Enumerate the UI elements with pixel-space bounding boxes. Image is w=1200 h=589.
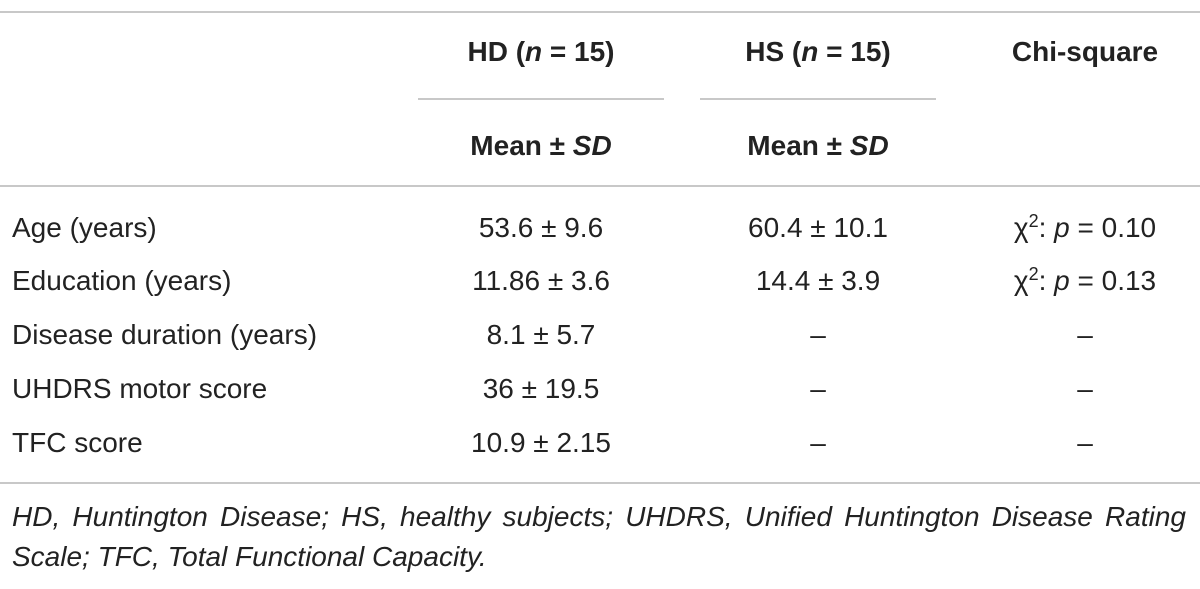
text-part: :	[1038, 265, 1055, 296]
column-header: HS (n = 15)	[700, 35, 936, 69]
text-part: SD	[849, 130, 889, 161]
hs-value: –	[810, 373, 826, 404]
chi-value: χ2: p = 0.10	[978, 211, 1192, 245]
chi-value: –	[1077, 373, 1093, 404]
text-part: = 0.13	[1069, 265, 1157, 296]
row-label: Disease duration (years)	[12, 319, 318, 350]
text-part: Mean ±	[470, 130, 573, 161]
group-rule	[418, 98, 664, 100]
text-part: = 0.10	[1069, 212, 1157, 243]
hs-value: 14.4 ± 3.9	[755, 265, 881, 296]
text-part: HS (	[745, 36, 802, 67]
text-part: :	[1038, 212, 1055, 243]
text-part: 2	[1028, 264, 1039, 284]
text-part: χ	[1013, 265, 1029, 296]
chi-value: χ2: p = 0.13	[978, 264, 1192, 298]
text-part: Chi-square	[1011, 36, 1159, 67]
text-part: n	[525, 36, 543, 67]
text-part: Mean ±	[747, 130, 850, 161]
column-subheader: Mean ± SD	[418, 129, 664, 163]
footnote: HD, Huntington Disease; HS, healthy subj…	[12, 501, 1186, 572]
text-part: χ	[1013, 212, 1029, 243]
row-label: Age (years)	[12, 212, 157, 243]
text-part: 2	[1028, 211, 1039, 231]
top-rule	[0, 11, 1200, 13]
hd-value: 36 ± 19.5	[482, 373, 600, 404]
text-part: = 15)	[542, 36, 615, 67]
hs-value: –	[810, 427, 826, 458]
bottom-rule	[0, 482, 1200, 484]
hd-value: 10.9 ± 2.15	[471, 427, 611, 458]
text-part: SD	[572, 130, 612, 161]
hs-value: –	[810, 319, 826, 350]
text-part: HD (	[467, 36, 526, 67]
text-part: p	[1054, 265, 1070, 296]
hd-value: 53.6 ± 9.6	[478, 212, 604, 243]
text-part: p	[1054, 212, 1070, 243]
row-label: TFC score	[12, 427, 143, 458]
group-rule	[700, 98, 936, 100]
row-label: UHDRS motor score	[12, 373, 268, 404]
row-label: Education (years)	[12, 265, 232, 296]
chi-value: –	[1077, 319, 1093, 350]
header-rule	[0, 185, 1200, 187]
chi-value: –	[1077, 427, 1093, 458]
column-subheader: Mean ± SD	[700, 129, 936, 163]
hs-value: 60.4 ± 10.1	[748, 212, 888, 243]
column-header: Chi-square	[978, 35, 1192, 69]
text-part: = 15)	[818, 36, 891, 67]
column-header: HD (n = 15)	[418, 35, 664, 69]
text-part: n	[801, 36, 819, 67]
hd-value: 11.86 ± 3.6	[472, 265, 610, 296]
hd-value: 8.1 ± 5.7	[486, 319, 596, 350]
